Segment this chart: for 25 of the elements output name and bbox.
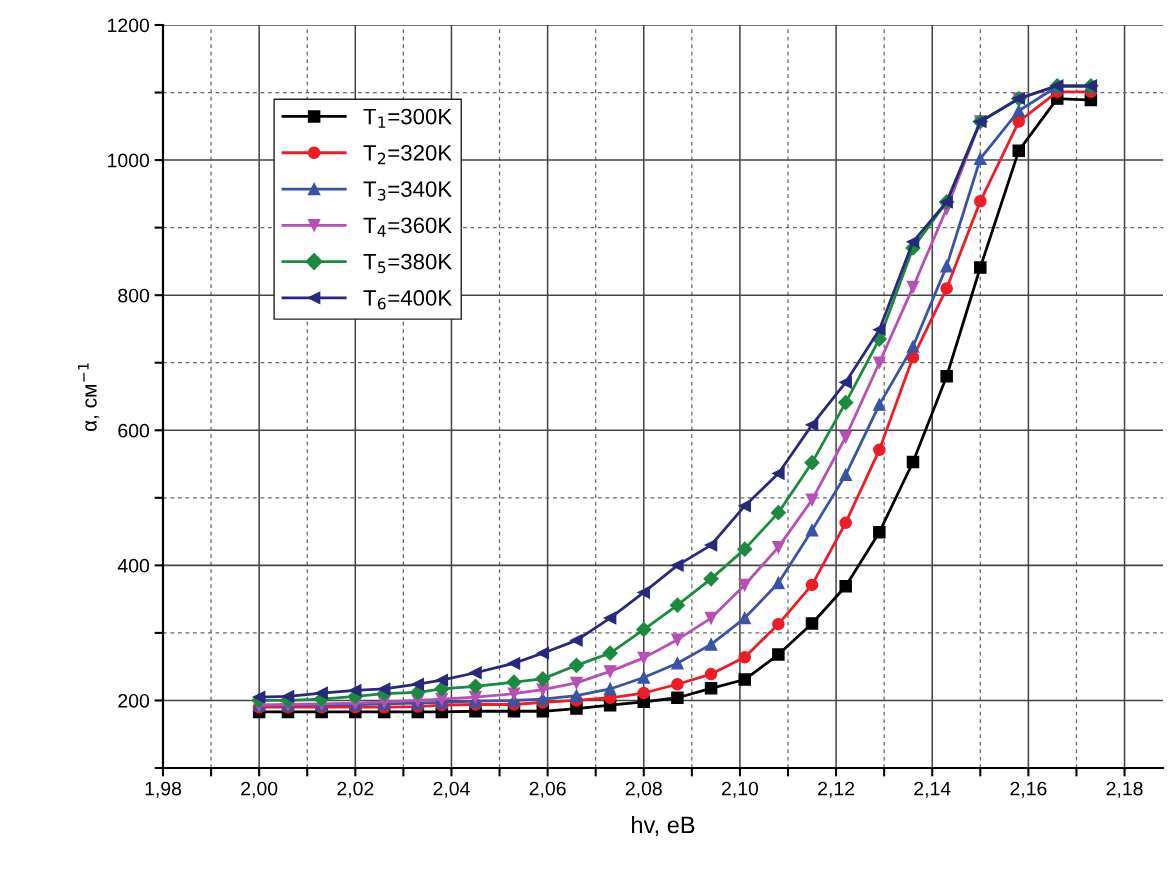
legend-label: T$_{3}$=340K (363, 181, 452, 201)
x-tick-label: 2,08 (625, 781, 662, 798)
y-tick-label: 200 (118, 693, 150, 708)
x-tick-label: 2,02 (337, 781, 374, 798)
x-tick-label: 2,10 (721, 781, 759, 798)
legend-label: T$_{4}$=360K (363, 217, 452, 237)
y-tick-label: 600 (118, 423, 150, 438)
y-tick-label: 400 (117, 558, 150, 573)
x-tick-label: 2,00 (241, 781, 278, 798)
y-axis-title: α, см$^{−1}$ (77, 363, 100, 432)
legend-label: T$_{6}$=400K (363, 290, 452, 310)
x-tick-label: 1,98 (145, 781, 182, 798)
x-tick-label: 2,06 (529, 781, 566, 798)
x-tick-label: 2,04 (433, 781, 470, 798)
x-axis-title: hv, еВ (632, 815, 695, 837)
legend-label: T$_{5}$=380K (363, 253, 452, 274)
y-tick-label: 1000 (108, 153, 150, 168)
y-tick-label: 1200 (108, 18, 150, 33)
legend-label: T$_{2}$=320K (363, 144, 452, 165)
legend-label: T$_{1}$=300K (363, 108, 452, 128)
x-tick-label: 2,16 (1010, 781, 1047, 798)
x-tick-label: 2,18 (1106, 781, 1143, 798)
x-tick-label: 2,12 (818, 781, 855, 798)
y-tick-label: 800 (118, 288, 150, 303)
x-tick-label: 2,14 (914, 781, 951, 798)
